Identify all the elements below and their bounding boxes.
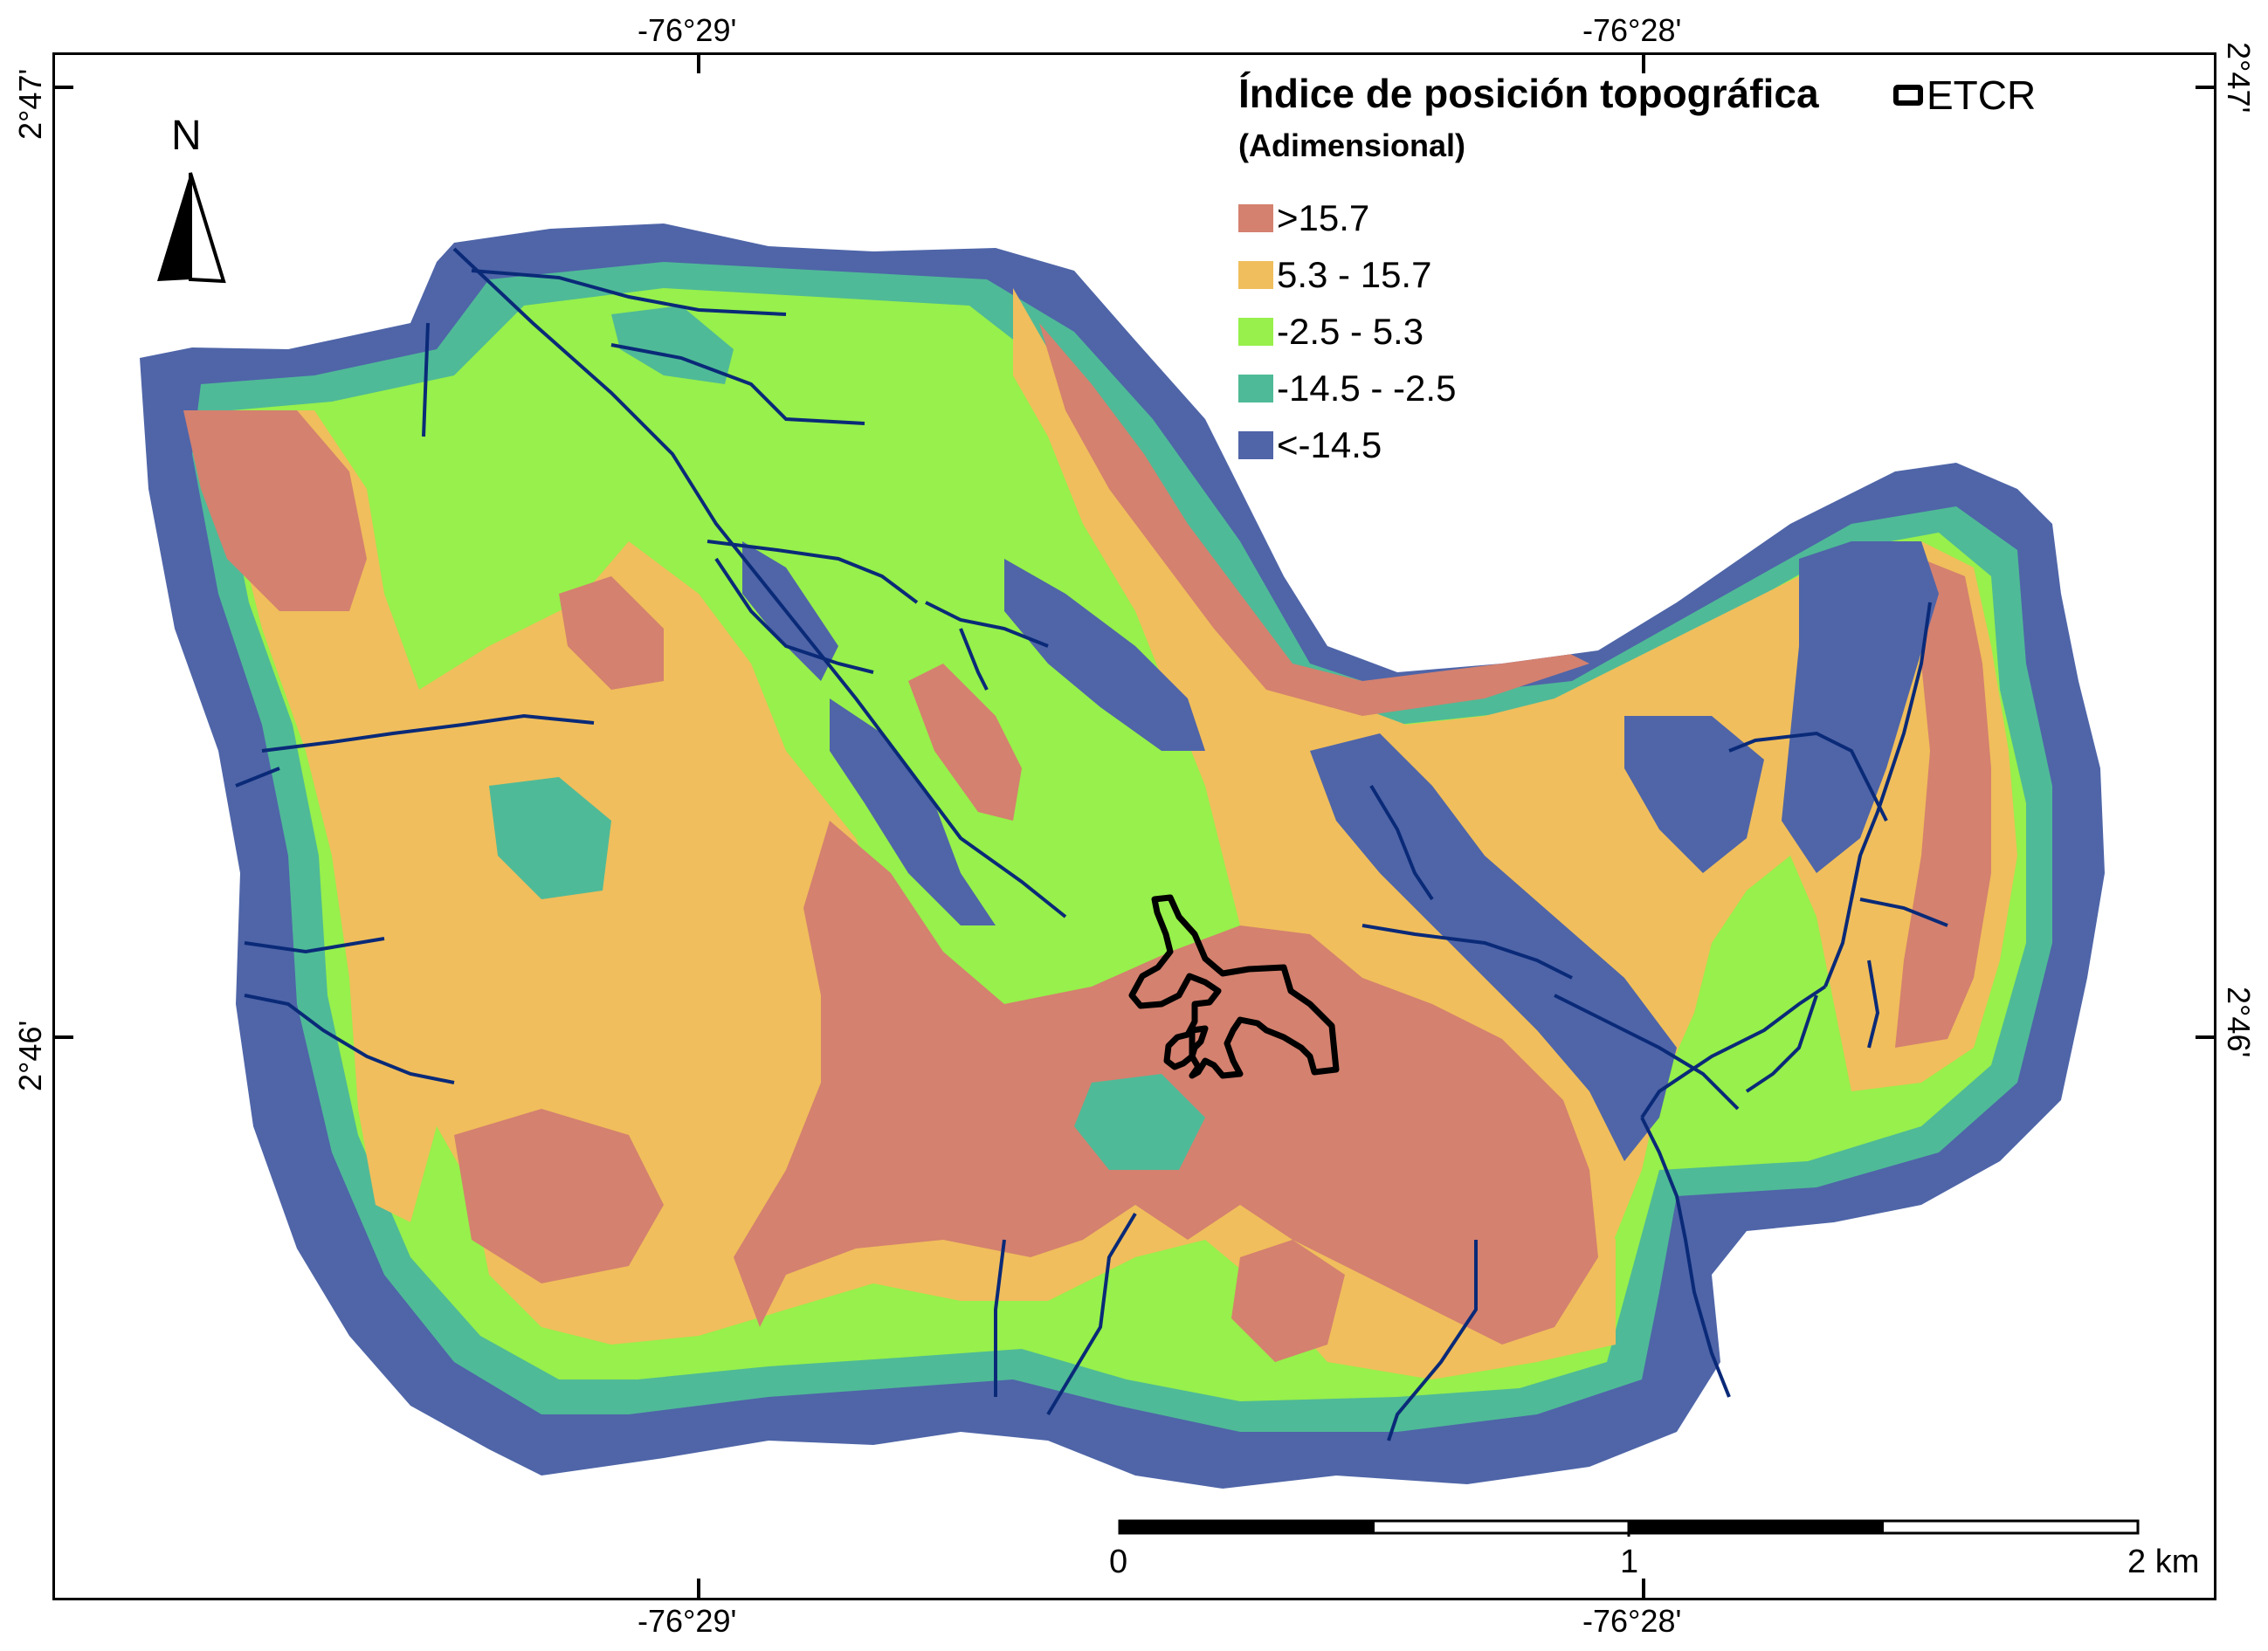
legend-item: -14.5 - -2.5 — [1238, 368, 1456, 409]
top-tick-label: -76°29' — [638, 12, 737, 48]
left-tick-label: 2°47' — [12, 68, 48, 140]
north-arrow-icon — [157, 172, 226, 284]
scale-label: 1 — [1620, 1544, 1639, 1580]
graticule-ticks — [54, 54, 2215, 1599]
right-tick-label: 2°47' — [2221, 42, 2257, 114]
legend-title: Índice de posición topográfica — [1238, 71, 1819, 116]
right-tick-label: 2°46' — [2221, 987, 2257, 1058]
tpi-raster — [140, 224, 2105, 1489]
legend-item-label: -2.5 - 5.3 — [1277, 311, 1424, 352]
legend-etcr: ETCR — [1893, 72, 2036, 119]
legend-item-label: >15.7 — [1277, 197, 1370, 238]
legend-swatch — [1238, 261, 1273, 289]
top-tick-label: -76°28' — [1582, 12, 1682, 48]
etcr-swatch — [1893, 85, 1923, 106]
legend-item-label: <-14.5 — [1277, 424, 1382, 465]
legend-item-label: 5.3 - 15.7 — [1277, 254, 1432, 295]
scale-bar — [1118, 1519, 2140, 1537]
bottom-tick-label: -76°29' — [638, 1603, 737, 1639]
etcr-boundary — [1128, 894, 1340, 1079]
legend-item: 5.3 - 15.7 — [1238, 254, 1431, 296]
scale-label: 0 — [1109, 1544, 1128, 1580]
legend-item: >15.7 — [1238, 197, 1369, 239]
left-tick-label: 2°46' — [12, 1020, 48, 1091]
legend-subtitle: (Adimensional) — [1238, 127, 1466, 163]
legend-item: -2.5 - 5.3 — [1238, 311, 1424, 353]
north-label: N — [171, 113, 202, 159]
stream-network — [235, 247, 1948, 1441]
legend-swatch — [1238, 204, 1273, 232]
legend-item: <-14.5 — [1238, 424, 1382, 466]
bottom-tick-label: -76°28' — [1582, 1603, 1682, 1639]
legend-swatch — [1238, 375, 1273, 402]
legend-swatch — [1238, 318, 1273, 346]
legend-item-label: -14.5 - -2.5 — [1277, 368, 1457, 409]
etcr-label: ETCR — [1927, 72, 2037, 118]
legend-swatch — [1238, 431, 1273, 459]
scale-label: 2 km — [2127, 1544, 2200, 1580]
